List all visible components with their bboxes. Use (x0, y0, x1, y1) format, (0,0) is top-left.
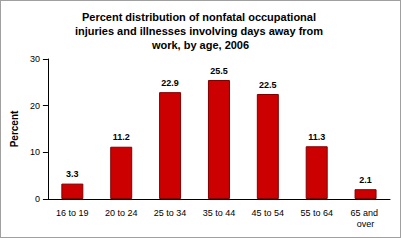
svg-text:Percent distribution of nonfat: Percent distribution of nonfatal occupat… (82, 11, 319, 23)
svg-text:25 to 34: 25 to 34 (154, 208, 187, 218)
svg-text:25.5: 25.5 (210, 66, 228, 76)
svg-text:0: 0 (35, 194, 40, 204)
svg-text:20 to 24: 20 to 24 (105, 208, 138, 218)
svg-text:Percent: Percent (9, 110, 20, 147)
svg-text:11.3: 11.3 (308, 132, 325, 142)
svg-text:22.5: 22.5 (259, 80, 277, 90)
svg-text:2.1: 2.1 (359, 175, 372, 185)
svg-text:35 to 44: 35 to 44 (203, 208, 236, 218)
svg-text:20: 20 (30, 101, 40, 111)
svg-text:3.3: 3.3 (66, 169, 79, 179)
svg-text:65 and: 65 and (351, 208, 381, 218)
svg-text:45 to 54: 45 to 54 (252, 208, 285, 218)
svg-text:injuries and illnesses involvi: injuries and illnesses involving days aw… (75, 25, 326, 37)
svg-text:30: 30 (30, 54, 40, 64)
svg-text:22.9: 22.9 (161, 78, 179, 88)
svg-text:work, by age, 2006: work, by age, 2006 (151, 39, 249, 51)
svg-text:55 to 64: 55 to 64 (300, 208, 333, 218)
svg-text:11.2: 11.2 (113, 132, 130, 142)
svg-text:10: 10 (30, 147, 40, 157)
svg-text:16 to 19: 16 to 19 (56, 208, 89, 218)
svg-text:over: over (357, 219, 375, 229)
